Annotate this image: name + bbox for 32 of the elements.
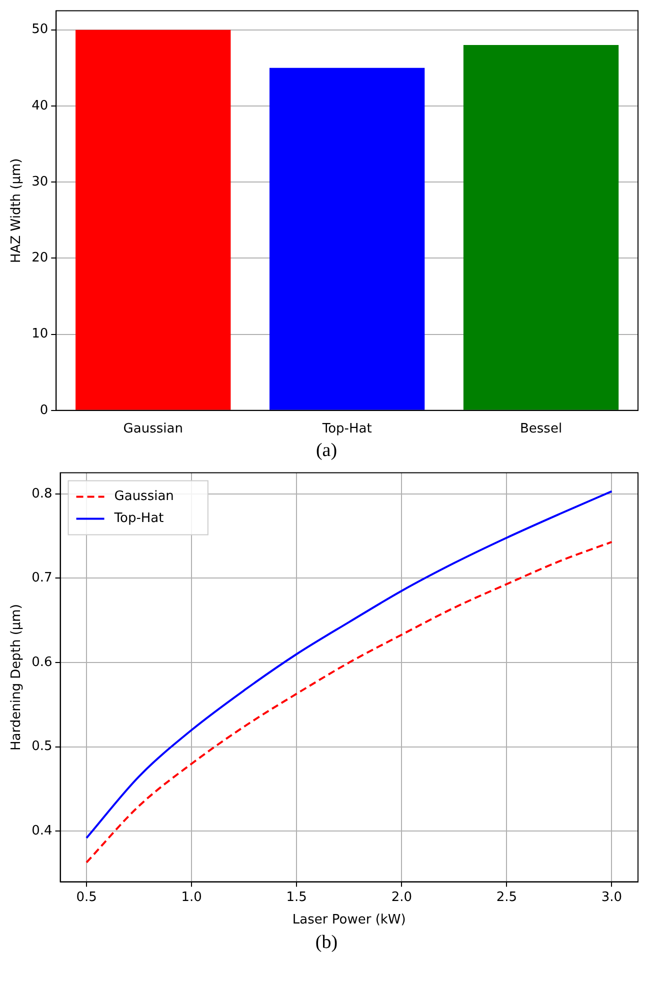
line-series bbox=[86, 540, 613, 864]
y-tick-label: 0.6 bbox=[32, 654, 52, 670]
x-axis-title: Laser Power (kW) bbox=[292, 912, 406, 928]
line-series bbox=[86, 490, 613, 839]
text: (a) bbox=[314, 440, 338, 462]
y-axis-title: HAZ Width (µm) bbox=[9, 158, 24, 263]
y-tick-label: 0.5 bbox=[32, 739, 52, 754]
y-tick-label: 20 bbox=[32, 250, 48, 266]
y-tick-label: 40 bbox=[32, 98, 48, 114]
x-tick-label: 1.5 bbox=[286, 890, 307, 905]
bar bbox=[269, 68, 425, 410]
x-tick-label: Gaussian bbox=[123, 422, 183, 437]
y-tick-label: 0.4 bbox=[32, 824, 52, 839]
legend-label: Gaussian bbox=[114, 489, 174, 504]
x-tick-label: 3.0 bbox=[601, 890, 622, 905]
y-tick-label: 30 bbox=[32, 174, 48, 190]
x-tick-label: 1.0 bbox=[181, 890, 202, 905]
y-tick-label: 0.8 bbox=[32, 486, 52, 502]
legend-label: Top-Hat bbox=[113, 511, 164, 526]
text: (b) bbox=[314, 932, 339, 954]
x-tick-label: Bessel bbox=[520, 422, 562, 437]
y-axis-title: Hardening Depth (µm) bbox=[9, 604, 24, 750]
x-tick-label: 2.0 bbox=[391, 890, 412, 905]
x-tick-label: 2.5 bbox=[496, 890, 518, 905]
y-tick-label: 0 bbox=[40, 402, 48, 418]
x-tick-label: 0.5 bbox=[76, 890, 97, 905]
bar bbox=[76, 30, 231, 410]
bar bbox=[463, 45, 619, 410]
x-tick-label: Top-Hat bbox=[321, 422, 372, 437]
y-tick-label: 50 bbox=[32, 22, 48, 38]
y-tick-label: 10 bbox=[32, 326, 48, 342]
y-tick-label: 0.7 bbox=[32, 570, 52, 586]
